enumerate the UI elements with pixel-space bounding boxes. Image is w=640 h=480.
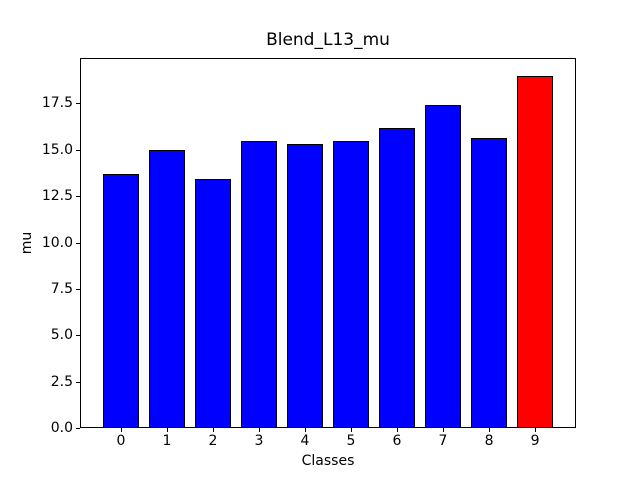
y-tick-mark xyxy=(76,149,80,151)
y-tick-label: 0.0 xyxy=(50,420,73,436)
bar-class-6 xyxy=(378,127,416,428)
y-tick-label: 15.0 xyxy=(41,141,73,158)
x-tick-label: 5 xyxy=(346,433,356,449)
y-tick-mark xyxy=(76,381,80,383)
x-tick-mark xyxy=(351,428,352,432)
y-tick-mark xyxy=(76,242,80,244)
x-tick-mark xyxy=(535,428,537,432)
chart-title: Blend_L13_mu xyxy=(266,30,390,50)
y-tick-label: 10.0 xyxy=(41,234,73,251)
y-tick-label: 17.5 xyxy=(41,95,73,112)
y-tick-mark xyxy=(76,196,80,198)
x-tick-mark xyxy=(212,428,214,432)
x-tick-label: 9 xyxy=(530,433,540,449)
x-tick-label: 1 xyxy=(162,433,172,449)
x-tick-label: 0 xyxy=(116,433,126,449)
bar-class-8 xyxy=(470,137,508,428)
bar-class-4 xyxy=(286,144,324,428)
y-tick-mark xyxy=(76,288,80,290)
x-tick-label: 6 xyxy=(392,433,402,449)
bar-class-0 xyxy=(102,174,140,428)
x-tick-mark xyxy=(120,428,122,432)
x-axis-label: Classes xyxy=(301,453,355,469)
y-tick-label: 12.5 xyxy=(41,188,73,205)
x-tick-mark xyxy=(304,428,306,432)
x-tick-mark xyxy=(489,428,491,432)
bar-class-2 xyxy=(194,179,232,428)
y-tick-label: 5.0 xyxy=(50,327,73,344)
bar-class-7 xyxy=(424,105,462,428)
x-tick-mark xyxy=(397,428,399,432)
y-tick-mark xyxy=(76,103,80,105)
x-tick-label: 3 xyxy=(254,433,264,449)
y-tick-mark xyxy=(76,335,80,337)
x-tick-label: 4 xyxy=(300,433,310,449)
x-tick-mark xyxy=(258,428,260,432)
plot-area xyxy=(80,58,576,428)
y-tick-label: 7.5 xyxy=(50,280,73,297)
x-tick-mark xyxy=(443,428,445,432)
bar-class-5 xyxy=(332,141,370,428)
y-tick-mark xyxy=(76,428,80,429)
y-tick-label: 2.5 xyxy=(50,373,73,390)
bar-class-3 xyxy=(240,140,278,428)
x-tick-mark xyxy=(166,428,168,432)
x-tick-label: 7 xyxy=(438,433,448,449)
x-tick-label: 8 xyxy=(484,433,494,449)
bar-class-9 xyxy=(516,75,554,428)
x-tick-label: 2 xyxy=(208,433,218,449)
bar-class-1 xyxy=(148,149,186,428)
